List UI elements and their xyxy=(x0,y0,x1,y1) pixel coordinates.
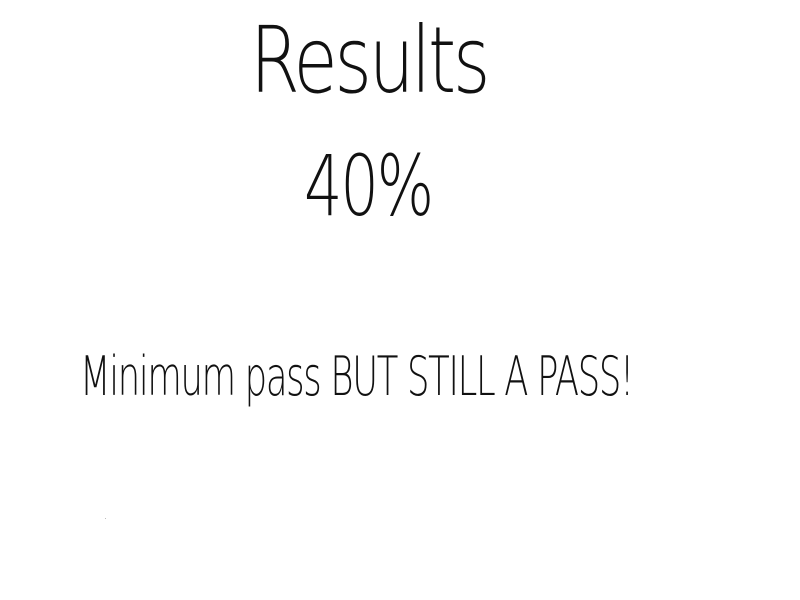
pass-message: Minimum pass BUT STILL A PASS! xyxy=(80,345,634,408)
score-percentage: 40% xyxy=(304,137,434,235)
results-title: Results xyxy=(250,7,490,114)
small-dot-mark xyxy=(105,518,106,519)
